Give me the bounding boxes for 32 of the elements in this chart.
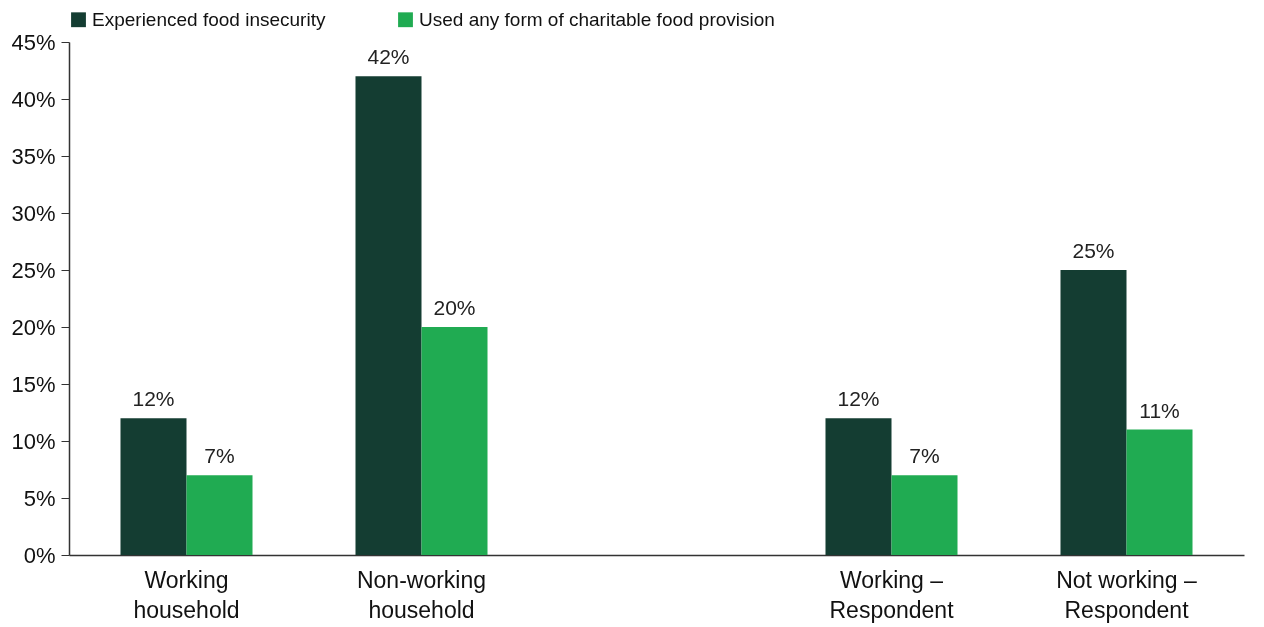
data-label: 7% xyxy=(909,444,940,468)
x-tick-label: Not working – Respondent xyxy=(1056,566,1198,623)
y-tick-label: 30% xyxy=(11,200,56,226)
y-tick-label: 40% xyxy=(11,86,56,112)
y-tick-label: 45% xyxy=(11,29,56,55)
x-tick-label: Non-working household xyxy=(356,566,487,623)
bar xyxy=(421,327,488,555)
y-tick-label: 10% xyxy=(11,428,56,454)
data-label: 11% xyxy=(1139,398,1180,422)
legend-label: Used any form of charitable food provision xyxy=(419,8,775,30)
bar xyxy=(825,418,892,555)
data-label: 12% xyxy=(837,387,880,411)
bar xyxy=(355,76,422,555)
bar xyxy=(891,475,958,555)
y-tick-label: 5% xyxy=(23,485,56,511)
x-tick-label: Working – Respondent xyxy=(829,566,955,623)
bar xyxy=(186,475,253,555)
bar xyxy=(1126,429,1193,555)
data-label: 12% xyxy=(132,387,175,411)
y-tick-label: 25% xyxy=(11,257,56,283)
y-tick-label: 20% xyxy=(11,314,56,340)
x-tick-label: Working household xyxy=(133,566,240,623)
bar xyxy=(1060,270,1127,555)
y-tick-label: 15% xyxy=(11,371,56,397)
y-tick-label: 0% xyxy=(23,542,56,568)
legend-label: Experienced food insecurity xyxy=(92,8,326,30)
y-tick-label: 35% xyxy=(11,143,56,169)
data-label: 42% xyxy=(367,45,410,69)
data-label: 7% xyxy=(204,444,235,468)
bar xyxy=(120,418,187,555)
data-label: 20% xyxy=(433,296,476,319)
data-label: 25% xyxy=(1072,239,1115,262)
